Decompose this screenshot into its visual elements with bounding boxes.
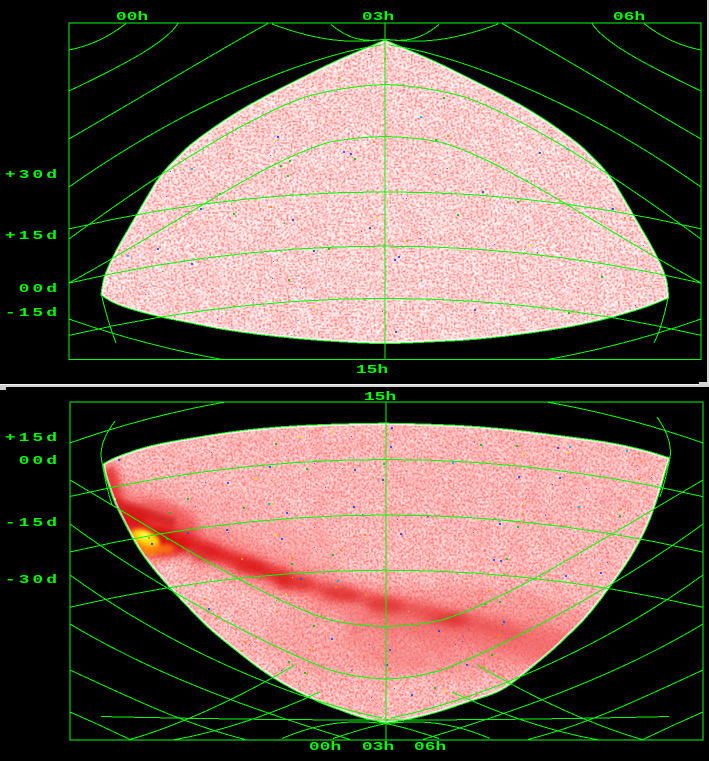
svg-text:+30d: +30d xyxy=(5,168,60,182)
svg-text:+15d: +15d xyxy=(5,229,60,243)
svg-text:-30d: -30d xyxy=(5,573,60,587)
svg-text:-15d: -15d xyxy=(5,516,60,530)
svg-text:03h: 03h xyxy=(362,10,394,24)
svg-text:06h: 06h xyxy=(414,740,446,754)
svg-text:00d: 00d xyxy=(19,454,60,468)
svg-text:03h: 03h xyxy=(362,740,394,754)
svg-text:15h: 15h xyxy=(356,363,388,377)
svg-text:15h: 15h xyxy=(364,390,396,404)
svg-text:+15d: +15d xyxy=(5,431,60,445)
svg-text:-15d: -15d xyxy=(5,306,60,320)
svg-text:00h: 00h xyxy=(309,740,341,754)
svg-text:06h: 06h xyxy=(613,10,645,24)
svg-text:00h: 00h xyxy=(116,10,148,24)
svg-text:00d: 00d xyxy=(19,282,60,296)
